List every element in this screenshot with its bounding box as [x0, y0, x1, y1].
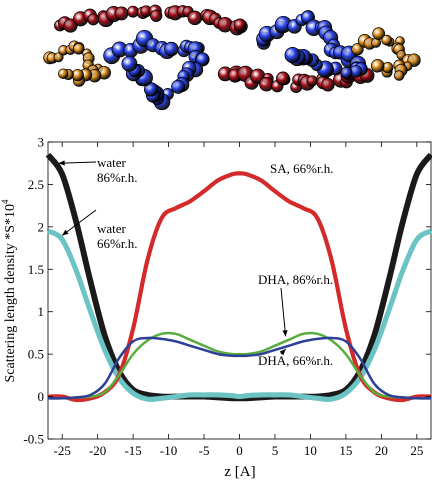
x-tick-label: 5	[272, 443, 279, 458]
annotation-line: DHA, 86%r.h.	[258, 272, 333, 287]
annotation-5: DHA, 66%r.h.	[258, 348, 333, 368]
y-tick-label: 2	[38, 219, 45, 234]
series-band-4	[47, 331, 432, 400]
x-tick-label: 10	[304, 443, 317, 458]
annotation-line: 66%r.h.	[97, 236, 137, 251]
molecule-red-chain-top	[54, 4, 248, 36]
series-bands	[45, 152, 432, 403]
annotation-arrowhead	[279, 349, 286, 356]
molecule-illustration	[43, 4, 421, 111]
annotation-text: DHA, 86%r.h.	[258, 272, 333, 287]
molecule-blue-left	[103, 29, 210, 111]
molecule-orange-left	[43, 40, 111, 87]
series-band-2	[46, 228, 432, 402]
annotations: water 86%r.h.water 66%r.h.SA, 66%r.h.DHA, …	[58, 155, 334, 368]
x-tick-label: 20	[375, 443, 388, 458]
annotation-arrow	[61, 209, 97, 236]
annotation-3: SA, 66%r.h.	[270, 161, 334, 176]
annotation-2: water 66%r.h.	[61, 209, 137, 251]
annotation-arrow	[58, 161, 97, 164]
annotation-arrowhead	[282, 330, 288, 337]
annotation-line: 86%r.h.	[97, 170, 137, 185]
annotation-line: SA, 66%r.h.	[270, 161, 334, 176]
annotation-text: water 86%r.h.	[97, 155, 137, 185]
annotation-arrowhead	[58, 160, 65, 166]
annotation-line: water	[97, 221, 127, 236]
axis-ticks: -25 -20 -15 -10 -5 0 5 10 15 20 25 -0.5 0 0.5 1 1.5 2 2.5…	[23, 135, 431, 458]
annotation-1: water 86%r.h.	[58, 155, 137, 185]
annotation-arrowhead	[62, 229, 69, 236]
x-tick-label: -5	[199, 443, 210, 458]
x-tick-label: -15	[124, 443, 141, 458]
y-tick-label: 2.5	[28, 177, 44, 192]
y-axis-label: Scattering length density *S*104	[0, 199, 18, 382]
annotation-line: water	[97, 155, 127, 170]
annotation-line: DHA, 66%r.h.	[258, 353, 333, 368]
x-tick-label: -20	[89, 443, 106, 458]
molecule-blue-right	[256, 10, 368, 79]
series-band-3	[47, 171, 432, 403]
annotation-arrow	[280, 287, 287, 337]
y-tick-label: -0.5	[23, 432, 44, 447]
x-tick-label: 0	[236, 443, 243, 458]
y-axis-label-text: Scattering length density *S*10	[3, 204, 18, 382]
annotation-text: water 66%r.h.	[97, 221, 137, 251]
x-tick-label: 25	[410, 443, 423, 458]
x-tick-label: 15	[339, 443, 352, 458]
y-tick-label: 0	[38, 389, 45, 404]
y-tick-label: 3	[38, 135, 45, 150]
y-tick-label: 1	[38, 304, 45, 319]
y-tick-label: 0.5	[28, 347, 44, 362]
x-tick-label: -10	[160, 443, 177, 458]
annotation-text: DHA, 66%r.h.	[258, 353, 333, 368]
x-tick-label: -25	[54, 443, 71, 458]
annotation-4: DHA, 86%r.h.	[258, 272, 333, 337]
y-tick-label: 1.5	[28, 262, 44, 277]
x-axis-label: z [A]	[224, 464, 255, 480]
plot-area: -25 -20 -15 -10 -5 0 5 10 15 20 25 -0.5 0 0.5 1 1.5 2 2.5…	[0, 135, 432, 480]
series-band-5	[47, 336, 432, 400]
y-axis-label-superscript: 4	[0, 199, 10, 204]
series-band-1	[45, 152, 432, 402]
annotation-text: SA, 66%r.h.	[270, 161, 334, 176]
molecule-orange-right	[351, 27, 421, 81]
